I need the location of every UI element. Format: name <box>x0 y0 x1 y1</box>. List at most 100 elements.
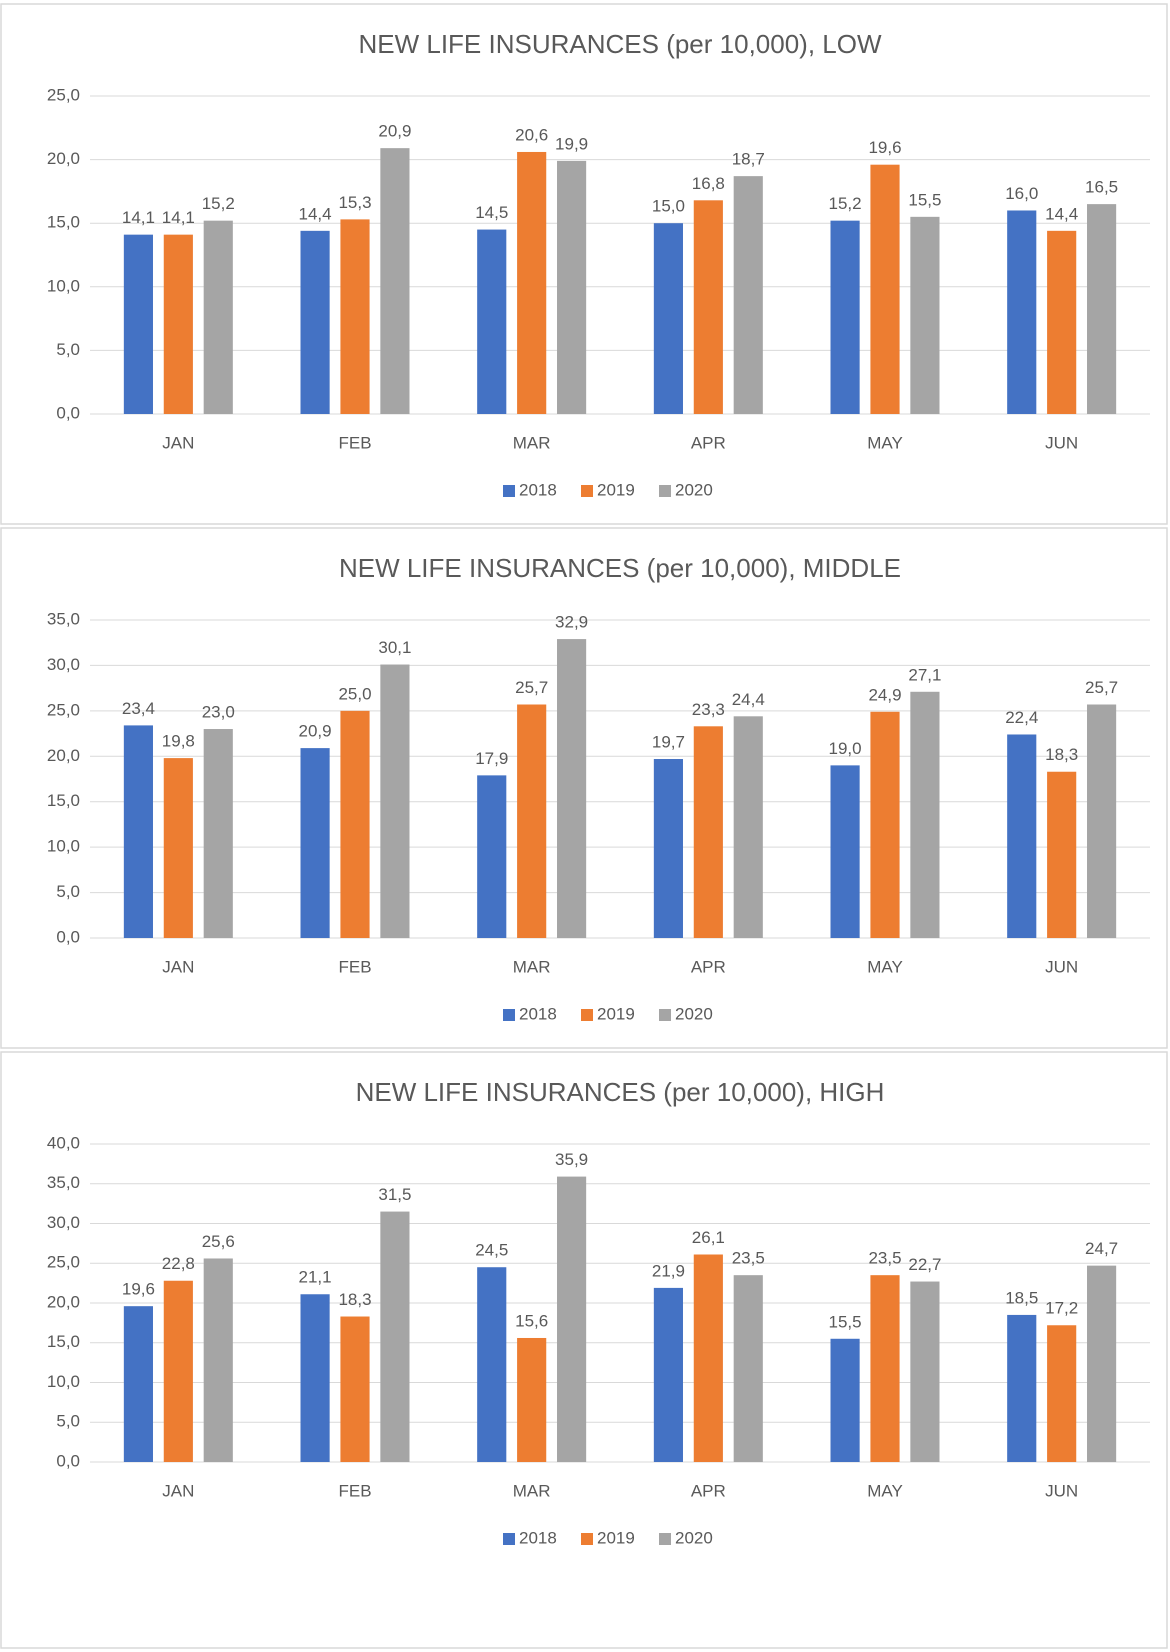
data-label: 18,5 <box>1005 1288 1038 1307</box>
y-tick-label: 35,0 <box>47 1173 80 1192</box>
data-label: 18,3 <box>1045 745 1078 764</box>
data-label: 25,6 <box>202 1232 235 1251</box>
y-tick-label: 25,0 <box>47 1253 80 1272</box>
y-tick-label: 10,0 <box>47 276 80 295</box>
bar <box>123 725 153 938</box>
bar <box>870 1275 900 1462</box>
y-tick-label: 20,0 <box>47 746 80 765</box>
y-tick-label: 15,0 <box>47 1332 80 1351</box>
bar <box>653 223 683 414</box>
data-label: 15,5 <box>908 190 941 209</box>
bar <box>163 1280 193 1462</box>
data-label: 35,9 <box>555 1150 588 1169</box>
bar <box>123 234 153 414</box>
bar <box>557 1176 587 1462</box>
bar <box>300 230 330 414</box>
data-label: 32,9 <box>555 613 588 632</box>
bar <box>693 726 723 938</box>
data-label: 14,4 <box>299 204 332 223</box>
data-label: 23,5 <box>868 1249 901 1268</box>
data-label: 20,9 <box>378 122 411 141</box>
legend-label: 2020 <box>675 1004 713 1023</box>
y-tick-label: 20,0 <box>47 1292 80 1311</box>
bar <box>1087 1265 1117 1462</box>
bar <box>340 219 370 414</box>
data-label: 25,0 <box>338 684 371 703</box>
data-label: 25,7 <box>1085 678 1118 697</box>
bar <box>870 164 900 414</box>
x-tick-label: MAY <box>867 1481 903 1500</box>
bar <box>1047 230 1077 414</box>
y-tick-label: 40,0 <box>47 1133 80 1152</box>
legend-swatch <box>581 1009 593 1021</box>
bar <box>517 151 547 414</box>
data-label: 19,7 <box>652 732 685 751</box>
bar <box>733 1275 763 1462</box>
data-label: 15,2 <box>829 194 862 213</box>
x-tick-label: FEB <box>338 957 371 976</box>
data-label: 17,9 <box>475 749 508 768</box>
x-tick-label: JUN <box>1045 1481 1078 1500</box>
y-tick-label: 0,0 <box>56 1451 80 1470</box>
data-label: 30,1 <box>378 638 411 657</box>
y-tick-label: 25,0 <box>47 85 80 104</box>
bar <box>1007 1314 1037 1462</box>
bar <box>163 234 193 414</box>
data-label: 15,5 <box>829 1312 862 1331</box>
data-label: 22,7 <box>908 1255 941 1274</box>
data-label: 20,6 <box>515 125 548 144</box>
bar <box>1087 704 1117 938</box>
bar <box>477 775 507 938</box>
chart-title: NEW LIFE INSURANCES (per 10,000), MIDDLE <box>339 553 901 583</box>
data-label: 27,1 <box>908 665 941 684</box>
x-tick-label: JAN <box>162 957 194 976</box>
x-tick-label: APR <box>691 957 726 976</box>
data-label: 16,0 <box>1005 184 1038 203</box>
x-tick-label: MAR <box>513 957 551 976</box>
bar <box>340 1316 370 1462</box>
data-label: 19,8 <box>162 732 195 751</box>
data-label: 15,6 <box>515 1311 548 1330</box>
bar <box>830 220 860 414</box>
bar <box>870 711 900 938</box>
bar <box>163 758 193 938</box>
data-label: 15,3 <box>338 193 371 212</box>
bar <box>517 1337 547 1462</box>
bar <box>733 716 763 938</box>
bar <box>203 729 233 938</box>
x-tick-label: APR <box>691 1481 726 1500</box>
y-tick-label: 35,0 <box>47 609 80 628</box>
data-label: 14,4 <box>1045 204 1078 223</box>
data-label: 16,5 <box>1085 178 1118 197</box>
data-label: 19,6 <box>122 1280 155 1299</box>
bar <box>123 1306 153 1462</box>
legend-swatch <box>503 1533 515 1545</box>
x-tick-label: MAR <box>513 433 551 452</box>
legend-swatch <box>503 1009 515 1021</box>
x-tick-label: MAY <box>867 433 903 452</box>
data-label: 22,4 <box>1005 708 1038 727</box>
y-tick-label: 5,0 <box>56 340 80 359</box>
data-label: 23,4 <box>122 699 155 718</box>
legend-label: 2018 <box>519 1004 557 1023</box>
bar <box>557 639 587 938</box>
bar <box>910 691 940 938</box>
bar <box>1087 204 1117 414</box>
y-tick-label: 25,0 <box>47 700 80 719</box>
bar <box>1047 771 1077 938</box>
bar <box>1007 210 1037 414</box>
legend-swatch <box>503 485 515 497</box>
bar <box>300 748 330 938</box>
bar <box>653 1287 683 1462</box>
data-label: 14,1 <box>162 208 195 227</box>
legend-swatch <box>659 485 671 497</box>
data-label: 14,5 <box>475 203 508 222</box>
data-label: 18,7 <box>732 150 765 169</box>
bar <box>733 176 763 414</box>
chart-title: NEW LIFE INSURANCES (per 10,000), LOW <box>358 29 881 59</box>
data-label: 25,7 <box>515 678 548 697</box>
chart-title: NEW LIFE INSURANCES (per 10,000), HIGH <box>356 1077 885 1107</box>
legend-label: 2020 <box>675 1528 713 1547</box>
y-tick-label: 30,0 <box>47 655 80 674</box>
y-tick-label: 5,0 <box>56 1412 80 1431</box>
